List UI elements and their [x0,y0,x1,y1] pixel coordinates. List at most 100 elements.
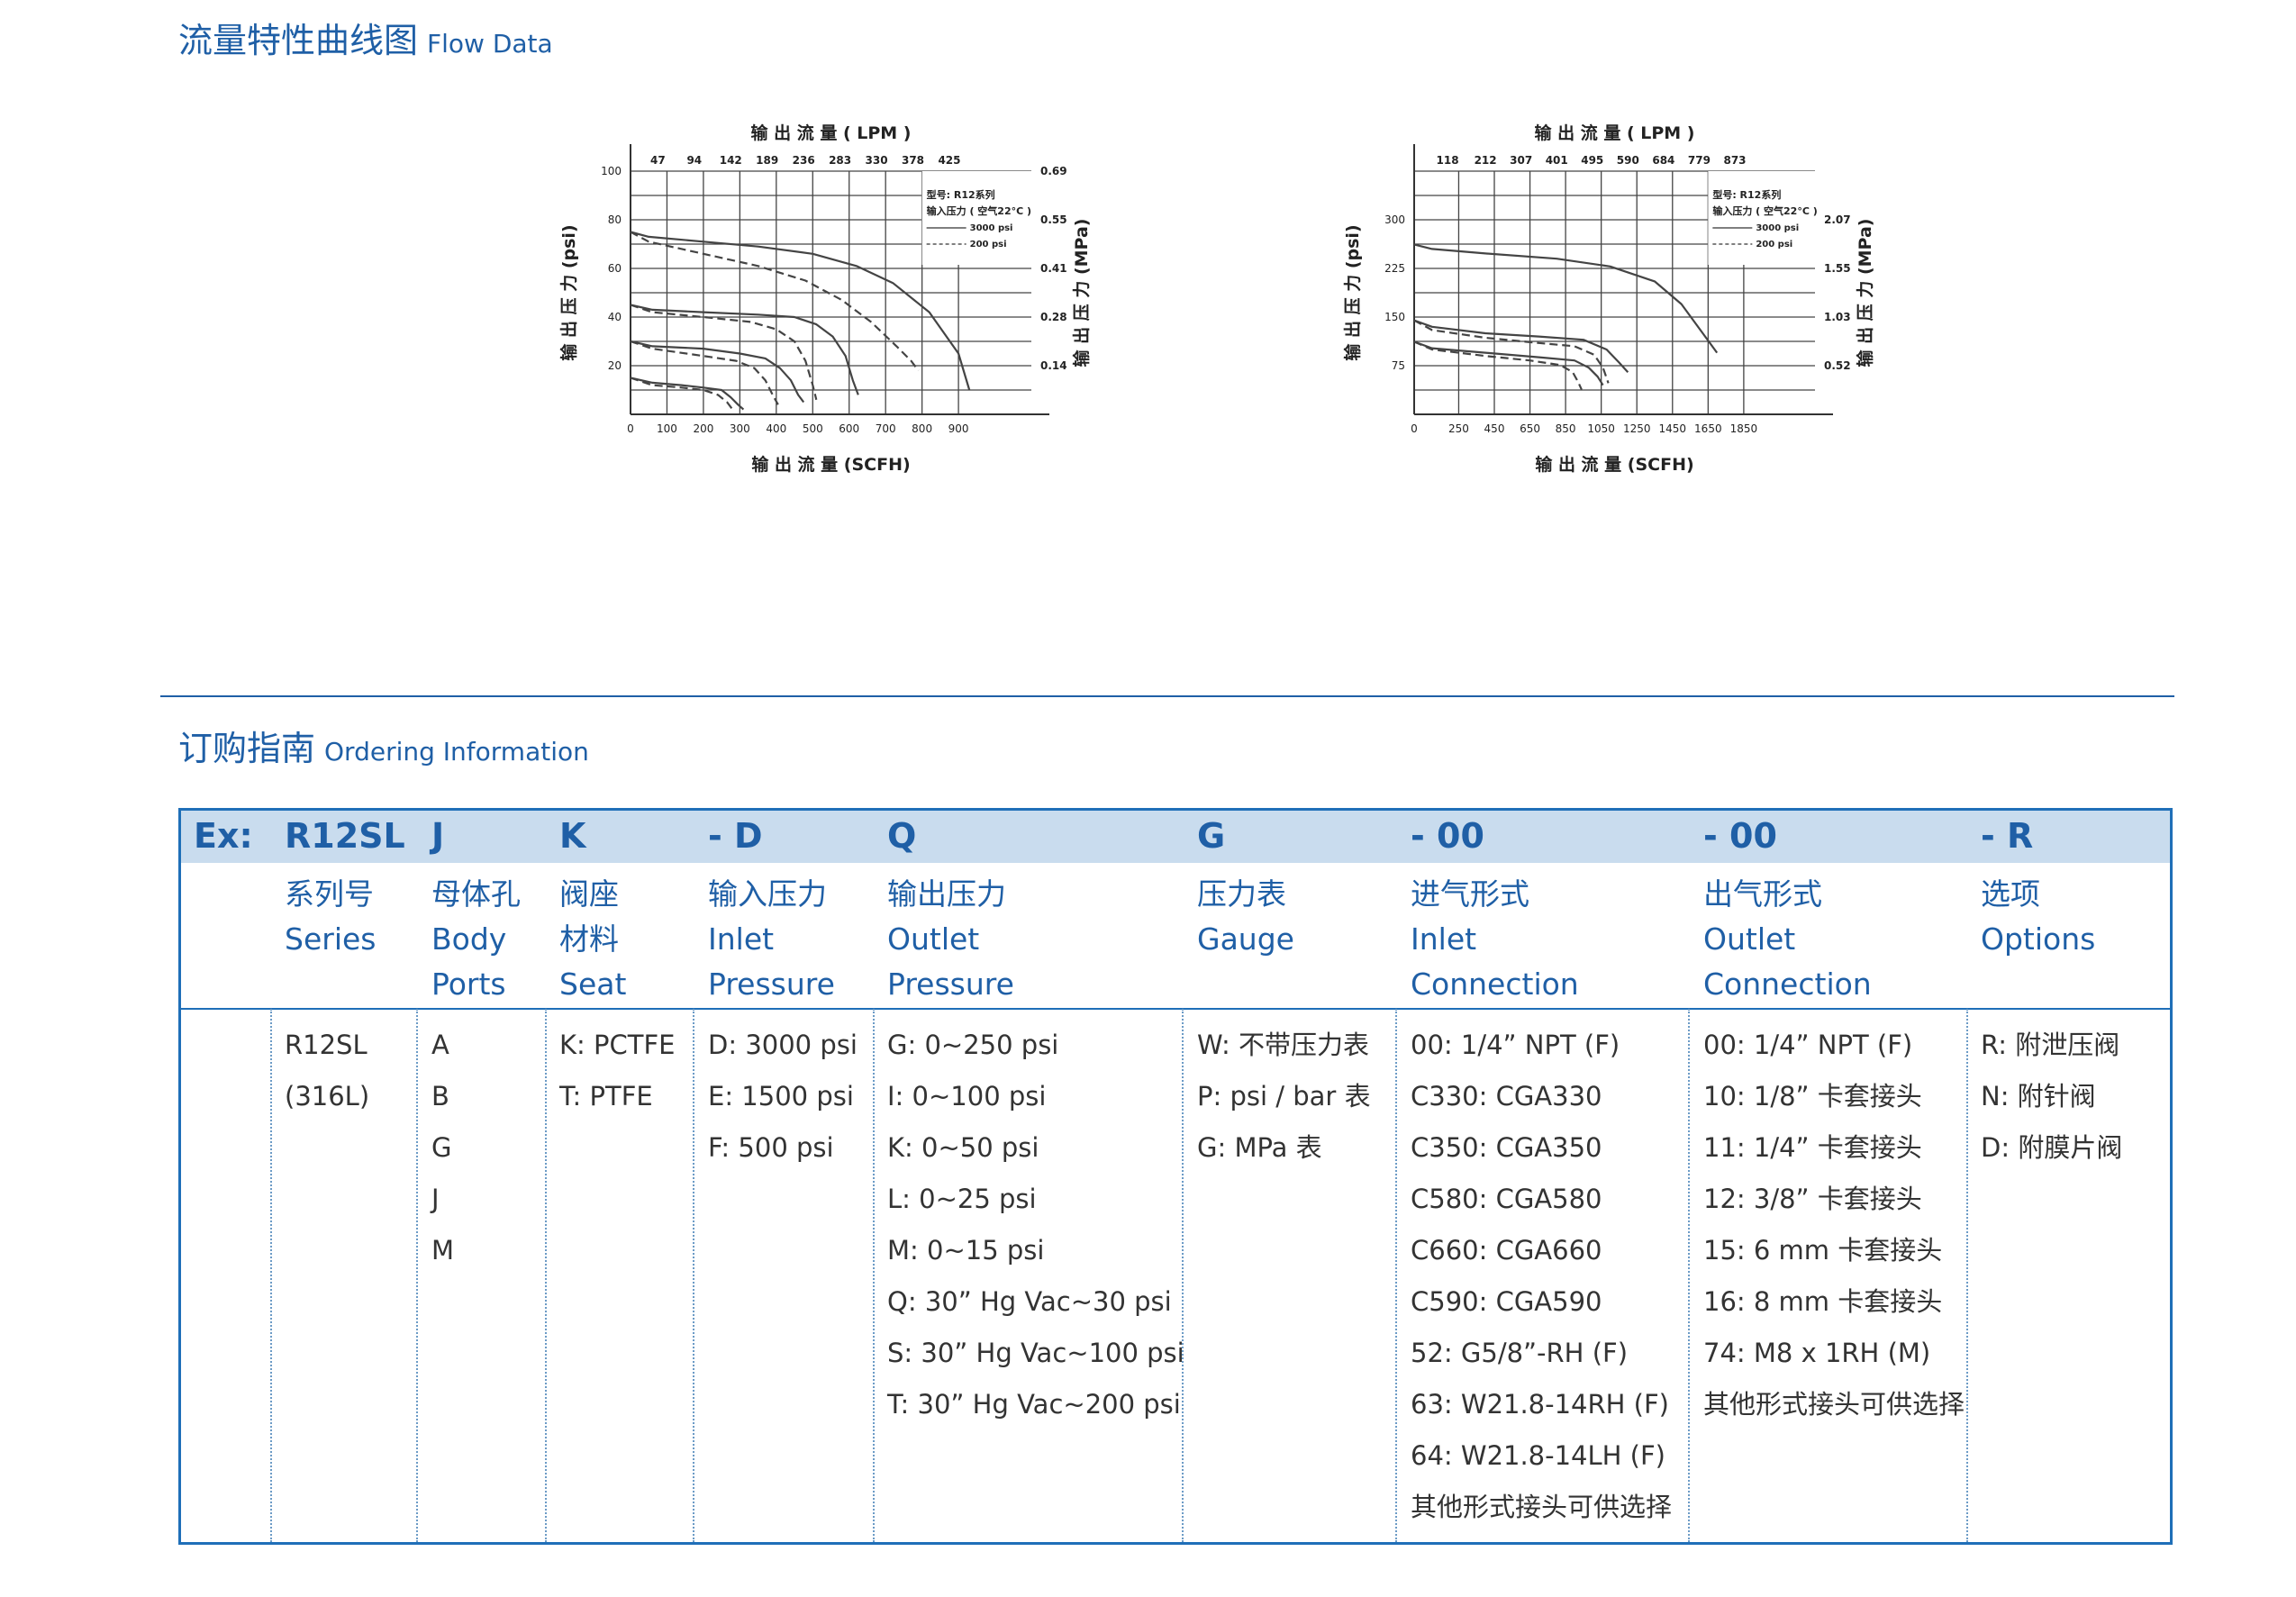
chart0-top-tick-label: 47 [650,154,666,167]
order-code-2: J [431,816,445,856]
header-en: Outlet [887,921,980,957]
chart0-y-right-tick-label: 0.41 [1040,262,1067,275]
chart0-y-tick-label: 40 [608,311,622,323]
ordering-table: Ex: R12SL J K - D Q G - 00 - 00 - R 系列号 Series 母体孔 Bo… [178,808,2173,1545]
option-item: D: 附膜片阀 [1981,1132,2123,1163]
flow-title-en: Flow Data [427,29,553,59]
option-item: 10: 1/8” 卡套接头 [1703,1081,1922,1112]
option-column-2: K: PCTFE T: PTFE [559,1020,675,1122]
chart0-x-tick-label: 400 [766,422,786,435]
order-code-8: - 00 [1703,816,1777,856]
option-item: 00: 1/4” NPT (F) [1703,1030,1913,1060]
chart0-y-tick-label: 20 [608,359,622,372]
flow-section-title: 流量特性曲线图 Flow Data [178,13,553,62]
option-item: Q: 30” Hg Vac~30 psi [887,1286,1172,1317]
option-item: J [431,1184,440,1214]
column-divider [270,1009,272,1542]
header-en: Inlet [1411,921,1477,957]
column-divider [1182,1009,1184,1542]
option-item: 11: 1/4” 卡套接头 [1703,1132,1922,1163]
chart0-top-tick-label: 283 [829,154,851,167]
column-divider [1688,1009,1690,1542]
option-item: C580: CGA580 [1411,1184,1602,1214]
chart1-series-2-200psi-line [1413,319,1610,384]
order-code-3: K [559,816,586,856]
chart1-legend-inlet: 输入压力 ( 空气22°C ) [1712,204,1817,217]
chart1-y-tick-label: 75 [1392,359,1405,372]
option-item: G [431,1132,452,1163]
header-zh: 阀座 [559,876,619,912]
option-item: L: 0~25 psi [887,1184,1037,1214]
option-item: 52: G5/8”-RH (F) [1411,1338,1629,1368]
option-item: E: 1500 psi [708,1081,854,1112]
chart1-x-tick-label: 1250 [1623,422,1651,435]
chart0-x-tick-label: 0 [627,422,634,435]
option-item: C330: CGA330 [1411,1081,1602,1112]
column-divider [1395,1009,1397,1542]
chart1-y-tick-label: 300 [1384,213,1405,226]
chart0-x-tick-label: 900 [948,422,969,435]
header-separator [181,1008,2170,1010]
code-band [181,811,2170,863]
chart0-top-tick-label: 142 [720,154,742,167]
chart1-legend-entry: 200 psi [1756,240,1792,250]
column-divider [1966,1009,1968,1542]
chart0-legend-model: 型号: R12系列 [927,188,995,201]
header-zh: 选项 [1981,876,2040,912]
chart1-legend-box [1708,171,1815,265]
option-item: M: 0~15 psi [887,1235,1045,1266]
chart0-legend-entry: 3000 psi [970,223,1013,233]
column-divider [416,1009,418,1542]
chart0-top-tick-label: 94 [686,154,702,167]
option-item: C590: CGA590 [1411,1286,1602,1317]
header-cell-8: 选项 Options [1981,872,2095,962]
chart0-top-tick-label: 330 [866,154,888,167]
option-item: T: PTFE [559,1081,653,1112]
chart1-top-tick-label: 401 [1546,154,1568,167]
option-item: G: MPa 表 [1197,1132,1322,1163]
chart0-x-label: 输 出 流 量 (SCFH) [751,454,910,475]
header-cell-4: 输出压力 Outlet Pressure [887,872,1014,1007]
header-en: Pressure [887,966,1014,1002]
option-item: 其他形式接头可供选择 [1703,1389,1965,1420]
option-column-4: G: 0~250 psi I: 0~100 psi K: 0~50 psi L: 0~… [887,1020,1184,1430]
flow-chart-left-svg: 0 100 200 300 400 500 600 700 800 900 47 94 142 189 23… [558,122,1092,475]
option-item: A [431,1030,449,1060]
option-item: M [431,1235,455,1266]
chart0-legend-box [921,171,1031,265]
header-en: Outlet [1703,921,1796,957]
chart0-series-4-3000psi-line [630,340,805,404]
option-item: 16: 8 mm 卡套接头 [1703,1286,1943,1317]
chart0-series-2-3000psi-line [630,304,859,395]
option-item: 12: 3/8” 卡套接头 [1703,1184,1922,1214]
chart0-series-0-3000psi-line [630,231,971,391]
option-item: W: 不带压力表 [1197,1030,1369,1060]
flow-chart-right-svg: 0 250 450 650 850 1050 1250 1450 1650 1850 118 212 3… [1342,122,1875,475]
option-column-5: W: 不带压力表 P: psi / bar 表 G: MPa 表 [1197,1020,1371,1174]
order-code-5: Q [887,816,917,856]
option-item: K: 0~50 psi [887,1132,1039,1163]
chart1-legend-entry: 3000 psi [1756,223,1799,233]
header-zh: 系列号 [285,876,374,912]
chart0-x-tick-label: 100 [657,422,677,435]
chart1-top-tick-label: 873 [1723,154,1746,167]
option-item: F: 500 psi [708,1132,834,1163]
chart1-top-tick-label: 495 [1581,154,1603,167]
order-code-9: - R [1981,816,2034,856]
header-zh: 输出压力 [887,876,1006,912]
option-item: 74: M8 x 1RH (M) [1703,1338,1931,1368]
chart1-series-3-3000psi-line [1413,340,1604,386]
header-en: Body [431,921,507,957]
option-column-7: 00: 1/4” NPT (F) 10: 1/8” 卡套接头 11: 1/4” 卡套… [1703,1020,1965,1430]
chart1-y-right-tick-label: 0.52 [1824,359,1851,372]
option-item: T: 30” Hg Vac~200 psi [887,1389,1181,1420]
chart1-top-tick-label: 779 [1688,154,1711,167]
chart0-legend-entry: 200 psi [970,240,1007,250]
header-cell-2: 阀座 材料 Seat [559,872,626,1007]
chart0-top-tick-label: 236 [793,154,815,167]
chart0-top-tick-label: 189 [756,154,778,167]
header-zh: 压力表 [1197,876,1286,912]
chart1-top-tick-label: 307 [1510,154,1532,167]
order-code-4: - D [708,816,763,856]
column-divider [545,1009,547,1542]
